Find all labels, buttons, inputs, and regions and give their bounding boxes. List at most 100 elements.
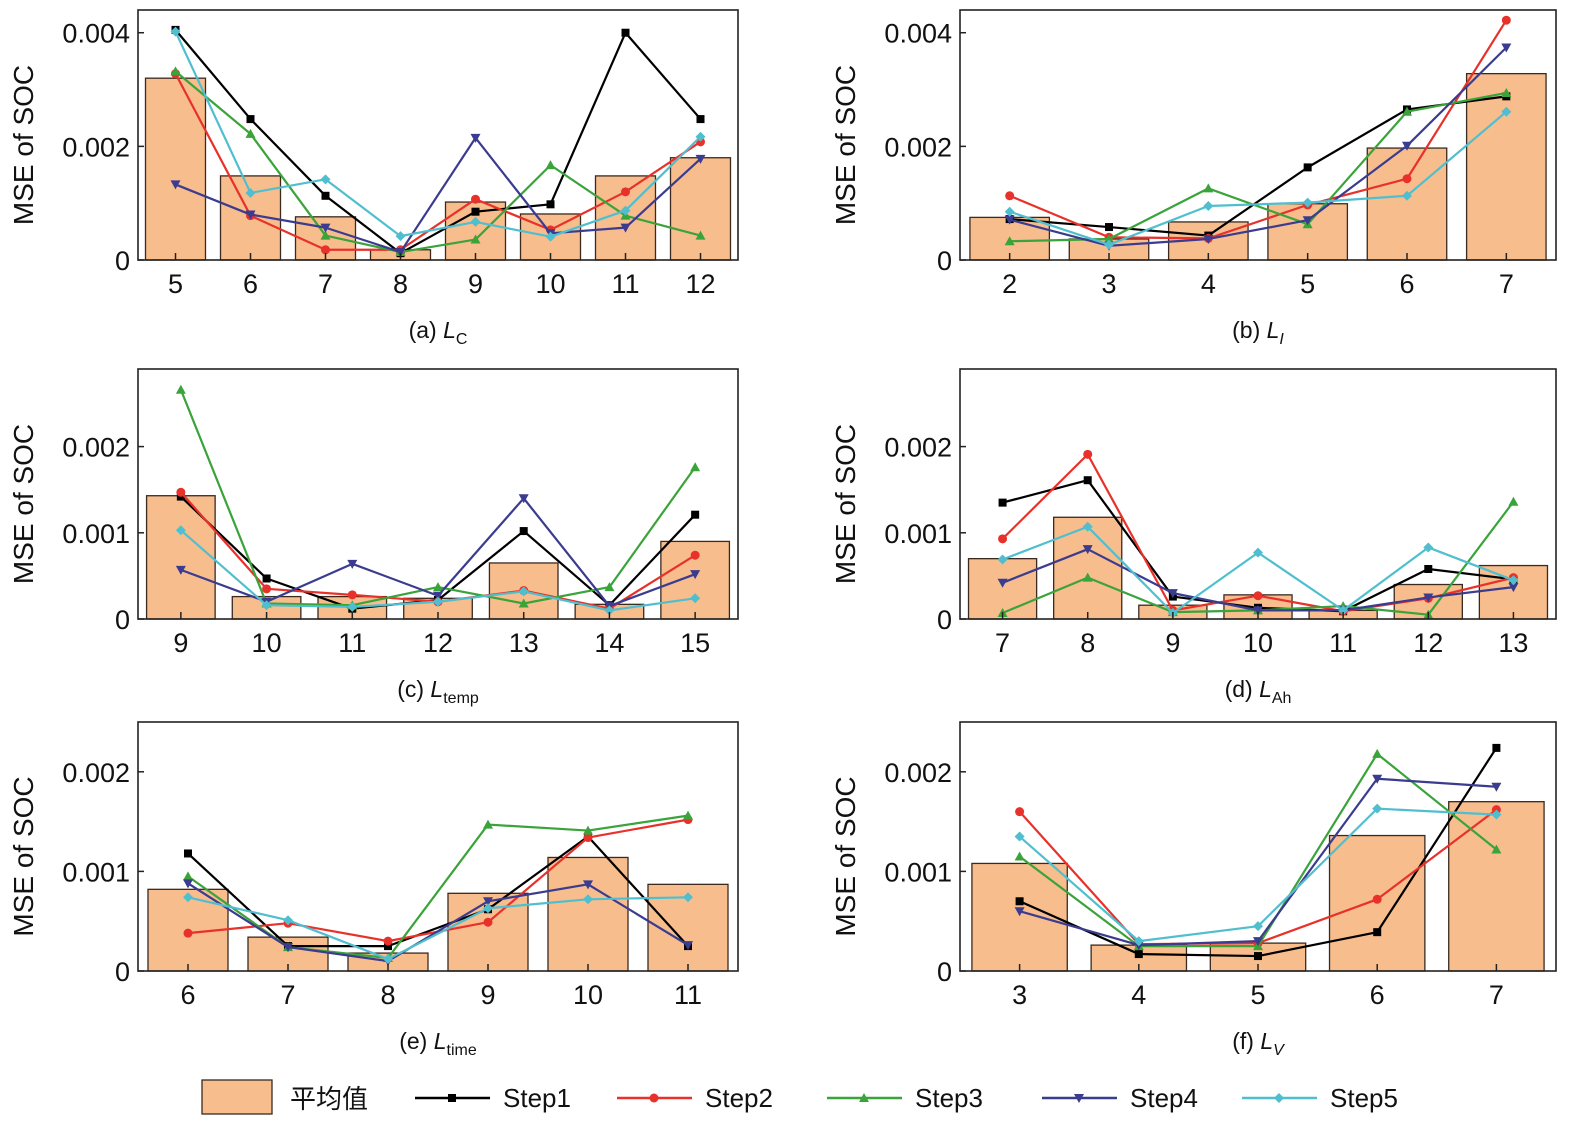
marker-step3 bbox=[1203, 183, 1214, 193]
x-tick-label: 9 bbox=[173, 628, 188, 658]
marker-step1 bbox=[621, 28, 630, 37]
series-line-step1 bbox=[1009, 95, 1507, 237]
marker-step5 bbox=[170, 26, 181, 37]
series-line-step2 bbox=[1009, 19, 1508, 240]
y-tick-label: 0 bbox=[115, 957, 130, 987]
bar-mean bbox=[547, 856, 629, 972]
x-tick-label: 14 bbox=[594, 628, 624, 658]
marker-step5 bbox=[1203, 201, 1214, 212]
marker-step1 bbox=[696, 115, 705, 124]
marker-step2 bbox=[383, 936, 393, 946]
marker-step4 bbox=[518, 494, 529, 504]
legend-label-step5: Step5 bbox=[1330, 1083, 1398, 1113]
x-tick-label: 12 bbox=[423, 628, 453, 658]
marker-step1 bbox=[1424, 565, 1433, 573]
marker-step5 bbox=[283, 915, 293, 926]
marker-step5 bbox=[175, 525, 186, 536]
marker-step4 bbox=[1423, 593, 1434, 603]
x-tick-label: 7 bbox=[995, 628, 1010, 658]
marker-step5 bbox=[245, 187, 256, 198]
marker-step5 bbox=[997, 554, 1008, 565]
x-tick-label: 8 bbox=[393, 269, 408, 299]
series-line-step5 bbox=[174, 31, 702, 238]
panel-c: 0 0.001 0.002 9 10 11 12 13 14 15 MSE of SOC (c) Lt… bbox=[8, 368, 739, 707]
plot-frame bbox=[137, 9, 739, 261]
marker-step5 bbox=[433, 596, 443, 607]
legend-label-step4: Step4 bbox=[1130, 1083, 1198, 1113]
x-tick-label: 9 bbox=[1165, 628, 1180, 658]
x-tick-label: 3 bbox=[1101, 269, 1116, 299]
marker-step5 bbox=[620, 205, 631, 216]
marker-step4 bbox=[1014, 907, 1025, 917]
marker-step5 bbox=[1508, 575, 1519, 586]
marker-step3 bbox=[320, 230, 331, 240]
marker-step4 bbox=[690, 570, 701, 580]
x-tick-label: 6 bbox=[243, 269, 258, 299]
marker-step5 bbox=[1253, 547, 1263, 558]
plot-frame bbox=[959, 368, 1557, 620]
marker-step3 bbox=[1104, 233, 1114, 243]
legend-marker-step1 bbox=[448, 1094, 456, 1102]
marker-step1 bbox=[1083, 476, 1092, 485]
marker-step4 bbox=[170, 180, 181, 190]
marker-step4 bbox=[1082, 545, 1093, 555]
marker-step5 bbox=[470, 216, 481, 227]
marker-step4 bbox=[320, 223, 331, 233]
y-axis-label: MSE of SOC bbox=[8, 424, 39, 584]
y-tick-label: 0 bbox=[115, 605, 130, 635]
panel-a: 0 0.002 0.004 5 6 7 8 9 10 11 12 MSE of SOC (a) LC bbox=[8, 9, 739, 348]
panel-caption: (a) LC bbox=[409, 317, 468, 348]
series-line-step2 bbox=[180, 491, 696, 610]
x-tick-label: 10 bbox=[573, 980, 603, 1010]
marker-step5 bbox=[320, 174, 331, 185]
marker-step2 bbox=[1005, 191, 1015, 201]
marker-step5 bbox=[347, 601, 358, 612]
x-tick-label: 7 bbox=[280, 980, 295, 1010]
x-tick-label: 12 bbox=[1413, 628, 1443, 658]
x-tick-label: 4 bbox=[1131, 980, 1146, 1010]
panel-caption: (d) LAh bbox=[1225, 676, 1292, 707]
marker-step2 bbox=[1402, 174, 1412, 184]
y-tick-label: 0.001 bbox=[62, 857, 130, 887]
panel-d: 0 0.001 0.002 7 8 9 10 11 12 13 MSE of SOC (d) LAh bbox=[830, 368, 1557, 707]
marker-step3 bbox=[690, 462, 701, 472]
marker-step3 bbox=[1491, 844, 1502, 854]
marker-step5 bbox=[683, 892, 693, 903]
marker-step5 bbox=[183, 892, 193, 903]
panel-f: 0 0.001 0.002 3 4 5 6 7 MSE of SOC (f) LV bbox=[830, 721, 1557, 1059]
marker-step2 bbox=[183, 928, 193, 938]
series-line-step3 bbox=[174, 70, 701, 254]
marker-step4 bbox=[1372, 774, 1383, 784]
marker-step3 bbox=[1004, 236, 1015, 246]
bar-mean bbox=[1267, 203, 1349, 261]
panel-caption: (e) Ltime bbox=[399, 1028, 477, 1059]
marker-step1 bbox=[184, 849, 192, 858]
marker-step5 bbox=[545, 231, 556, 242]
x-tick-label: 15 bbox=[680, 628, 710, 658]
series-line-step5 bbox=[187, 896, 689, 961]
marker-step2 bbox=[347, 590, 357, 600]
bar-mean bbox=[1366, 147, 1448, 261]
marker-step5 bbox=[483, 903, 493, 914]
y-tick-label: 0.004 bbox=[884, 19, 952, 49]
marker-step4 bbox=[1253, 606, 1263, 616]
series-line-step2 bbox=[174, 73, 702, 251]
legend-bar-label: 平均值 bbox=[290, 1084, 368, 1114]
marker-step5 bbox=[1104, 239, 1114, 250]
marker-step5 bbox=[1253, 921, 1263, 932]
series-line-step5 bbox=[1009, 110, 1508, 246]
y-tick-label: 0.002 bbox=[62, 433, 130, 463]
legend-marker-step2 bbox=[649, 1093, 659, 1103]
series-line-step1 bbox=[187, 835, 689, 948]
y-tick-label: 0 bbox=[937, 246, 952, 276]
marker-step3 bbox=[1014, 851, 1025, 861]
marker-step2 bbox=[176, 487, 186, 497]
y-tick-label: 0.002 bbox=[62, 132, 130, 162]
marker-step2 bbox=[262, 584, 272, 594]
y-tick-label: 0 bbox=[937, 605, 952, 635]
bar-mean bbox=[1053, 516, 1123, 620]
x-tick-label: 6 bbox=[180, 980, 195, 1010]
x-tick-label: 3 bbox=[1012, 980, 1027, 1010]
marker-step1 bbox=[1015, 897, 1024, 906]
